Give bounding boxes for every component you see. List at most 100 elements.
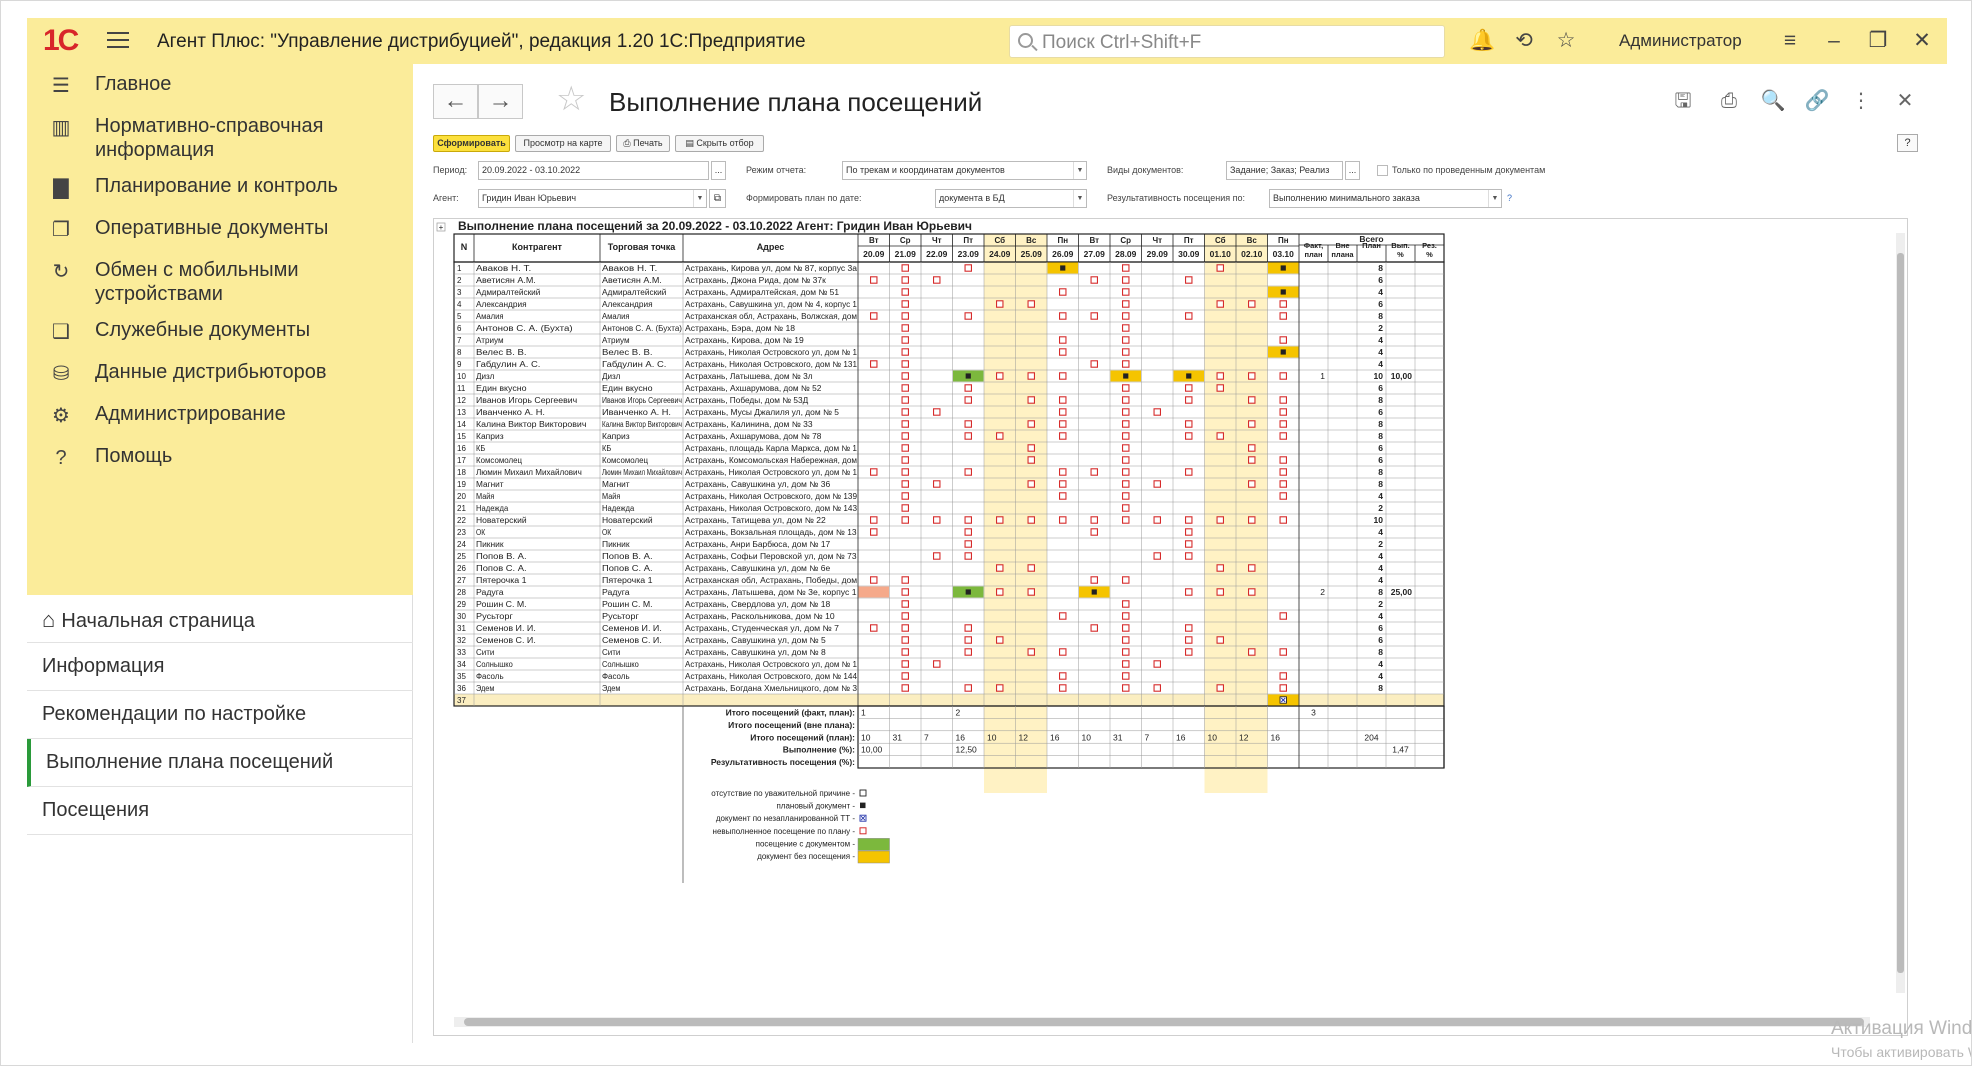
user-name[interactable]: Администратор	[1619, 31, 1742, 50]
top-bar: 1С Агент Плюс: "Управление дистрибуцией"…	[27, 18, 1947, 64]
sidebar-item-service-docs[interactable]: ❑ Служебные документы	[27, 318, 413, 366]
help-button[interactable]: ?	[1897, 134, 1918, 152]
row-total-value: 4	[1378, 611, 1383, 621]
planned-doc-mark	[1280, 349, 1286, 355]
plan-date-label: Формировать план по дате:	[746, 193, 862, 203]
row-outlet: Надежда	[602, 504, 635, 513]
print-icon[interactable]: ⎙	[1721, 90, 1737, 112]
link-icon[interactable]: 🔗	[1804, 90, 1830, 112]
close-window-icon[interactable]: ✕	[1913, 29, 1931, 52]
unfulfilled-visit-mark	[1184, 624, 1193, 632]
minimize-icon[interactable]: –	[1828, 29, 1840, 52]
open-window-tab[interactable]: ⌂ Начальная страница	[27, 595, 413, 643]
forward-button[interactable]: →	[478, 84, 523, 119]
unfulfilled-visit-mark	[901, 576, 909, 584]
settings-menu-icon[interactable]: ≡	[1783, 29, 1797, 52]
col-header-dow: Пт	[963, 236, 973, 245]
open-window-tab[interactable]: Выполнение плана посещений	[27, 739, 413, 787]
unfulfilled-visit-mark	[1121, 384, 1130, 392]
open-agent-icon[interactable]: ⧉	[709, 189, 726, 208]
period-select-button[interactable]: ...	[711, 161, 726, 180]
sidebar-item-menu-lines[interactable]: ☰ Главное	[27, 72, 413, 120]
only-posted-checkbox[interactable]	[1377, 165, 1388, 176]
totals-day-value: 16	[1176, 732, 1186, 742]
global-search-input[interactable]: Поиск Ctrl+Shift+F	[1009, 25, 1445, 58]
totals-day-value: 10,00	[861, 745, 883, 755]
open-window-tab[interactable]: Рекомендации по настройке	[27, 691, 413, 739]
report-spreadsheet[interactable]: + Выполнение плана посещений за 20.09.202…	[433, 218, 1908, 1036]
back-button[interactable]: ←	[433, 84, 478, 119]
restore-icon[interactable]: ❐	[1868, 29, 1888, 52]
map-view-button[interactable]: Просмотр на карте	[515, 135, 611, 152]
favorite-star-icon[interactable]: ☆	[556, 80, 587, 118]
plan-date-value: документа в БД	[939, 193, 1005, 203]
sidebar-item-catalog[interactable]: ▥ Нормативно-справочная информация	[27, 114, 413, 162]
col-header-total-part: %	[1426, 250, 1433, 259]
horizontal-scroll-thumb[interactable]	[464, 1018, 1864, 1026]
row-total-value: 4	[1378, 659, 1383, 669]
open-window-tab[interactable]: Информация	[27, 643, 413, 691]
row-total-value: 6	[1378, 407, 1383, 417]
print-button[interactable]: ⎙ Печать	[616, 135, 670, 152]
agent-label: Агент:	[433, 193, 459, 203]
unfulfilled-visit-mark	[1279, 468, 1287, 476]
bell-icon[interactable]: 🔔	[1469, 29, 1496, 52]
history-icon[interactable]: ⟲	[1515, 29, 1533, 52]
row-outlet: Аветисян А.М.	[602, 276, 662, 285]
row-total-value: 4	[1378, 575, 1383, 585]
col-header-date: 25.09	[1021, 249, 1043, 259]
sidebar-item-chart[interactable]: ▇ Планирование и контроль	[27, 174, 413, 222]
col-header-total-part: План	[1362, 241, 1381, 250]
unfulfilled-visit-mark	[1279, 372, 1287, 380]
vertical-scrollbar[interactable]	[1896, 233, 1905, 993]
gear-icon: ⚙	[52, 405, 70, 427]
row-address: Астрахань, Анри Барбюса, дом № 17	[685, 540, 831, 549]
agent-select[interactable]: Гридин Иван Юрьевич ▼	[478, 189, 707, 208]
row-contractor: Русьторг	[476, 612, 513, 621]
mode-select[interactable]: По трекам и координатам документов ▼	[842, 161, 1087, 180]
generate-button[interactable]: Сформировать	[433, 135, 510, 152]
result-select[interactable]: Выполнению минимального заказа ▼	[1269, 189, 1502, 208]
sidebar-item-help[interactable]: ? Помощь	[27, 444, 413, 492]
sidebar-item-label: Обмен с мобильными устройствами	[95, 259, 299, 305]
row-contractor: Аветисян А.М.	[476, 276, 536, 285]
open-window-tab[interactable]: Посещения	[27, 787, 413, 835]
row-address: Астраханская обл, Астрахань, Победы, дом	[685, 576, 857, 585]
close-form-icon[interactable]: ✕	[1896, 90, 1914, 112]
unfulfilled-visit-mark	[1279, 612, 1287, 620]
star-icon[interactable]: ☆	[1556, 29, 1576, 52]
sidebar-item-distributor[interactable]: ⛁ Данные дистрибьюторов	[27, 360, 413, 408]
plan-date-select[interactable]: документа в БД ▼	[935, 189, 1087, 208]
doctypes-select-button[interactable]: ...	[1345, 161, 1360, 180]
row-address: Астрахань, Николая Островского, дом № 13…	[685, 492, 858, 501]
sidebar-item-sync[interactable]: ↻ Обмен с мобильными устройствами	[27, 258, 413, 306]
unfulfilled-visit-mark	[901, 624, 909, 632]
col-header-date: 21.09	[895, 249, 917, 259]
horizontal-scrollbar[interactable]	[454, 1017, 1870, 1027]
unfulfilled-visit-mark	[1247, 456, 1256, 464]
save-icon[interactable]: 🖫	[1674, 90, 1692, 112]
result-help-icon[interactable]: ?	[1507, 193, 1513, 203]
sidebar-item-gear[interactable]: ⚙ Администрирование	[27, 402, 413, 450]
sidebar-item-documents[interactable]: ❐ Оперативные документы	[27, 216, 413, 264]
unfulfilled-visit-mark	[1121, 456, 1130, 464]
row-outlet: Рошин С. М.	[602, 600, 653, 609]
vertical-scroll-thumb[interactable]	[1897, 253, 1904, 973]
row-contractor: Калина Виктор Викторович	[476, 420, 586, 429]
row-total-value: 4	[1378, 287, 1383, 297]
main-menu-button[interactable]	[107, 32, 129, 48]
hide-filter-button[interactable]: ▤ Скрыть отбор	[675, 135, 764, 152]
unfulfilled-visit-mark	[1121, 468, 1130, 476]
row-outlet: Антонов С. А. (Бухта)	[602, 324, 682, 333]
mode-value: По трекам и координатам документов	[846, 165, 1005, 175]
period-field[interactable]: 20.09.2022 - 03.10.2022	[478, 161, 709, 180]
preview-icon[interactable]: 🔍	[1760, 90, 1786, 112]
unfulfilled-visit-mark	[1121, 444, 1130, 452]
row-total-value: 8	[1378, 263, 1383, 273]
more-icon[interactable]: ⋮	[1851, 90, 1871, 112]
doctypes-field[interactable]: Задание; Заказ; Реализ	[1226, 161, 1343, 180]
row-total-value: 4	[1378, 491, 1383, 501]
weekend-column	[984, 234, 1016, 793]
app-title: Агент Плюс: "Управление дистрибуцией", р…	[157, 31, 806, 52]
row-number: 36	[457, 684, 466, 693]
